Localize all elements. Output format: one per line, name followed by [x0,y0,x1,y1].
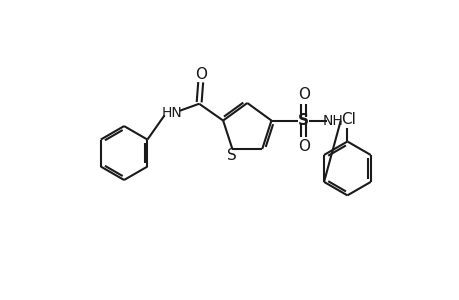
Text: S: S [226,148,236,164]
Text: O: O [297,87,309,102]
Text: HN: HN [162,106,182,120]
Text: Cl: Cl [340,112,355,128]
Text: O: O [297,139,309,154]
Text: O: O [195,67,207,82]
Text: S: S [297,113,308,128]
Text: NH: NH [322,113,343,128]
